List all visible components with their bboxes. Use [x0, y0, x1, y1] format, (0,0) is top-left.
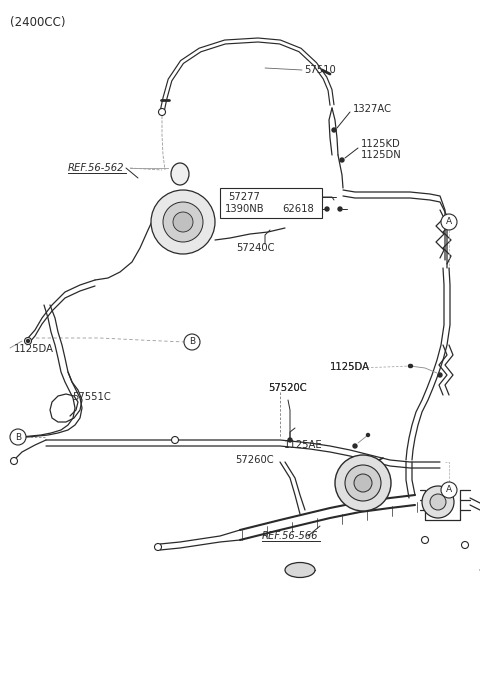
- Circle shape: [24, 337, 32, 345]
- Text: 62618: 62618: [282, 204, 314, 214]
- Text: 57260C: 57260C: [235, 455, 274, 465]
- Text: 57520C: 57520C: [268, 383, 307, 393]
- Text: REF.56-562: REF.56-562: [68, 163, 124, 173]
- Circle shape: [340, 158, 344, 162]
- Circle shape: [173, 212, 193, 232]
- Circle shape: [26, 339, 29, 343]
- Circle shape: [332, 128, 336, 132]
- Circle shape: [325, 207, 329, 211]
- Text: 57277: 57277: [228, 192, 260, 202]
- Circle shape: [158, 109, 166, 116]
- Circle shape: [408, 364, 411, 368]
- Text: 1125DA: 1125DA: [330, 362, 370, 372]
- Text: 1327AC: 1327AC: [353, 104, 392, 114]
- Circle shape: [163, 202, 203, 242]
- Text: 57240C: 57240C: [236, 243, 275, 253]
- Circle shape: [421, 537, 429, 544]
- Circle shape: [155, 544, 161, 550]
- Circle shape: [441, 482, 457, 498]
- Ellipse shape: [285, 562, 315, 577]
- Bar: [220, 188, 322, 218]
- Circle shape: [409, 364, 412, 368]
- Circle shape: [151, 190, 215, 254]
- Text: 1125KD: 1125KD: [361, 139, 401, 149]
- Circle shape: [354, 474, 372, 492]
- Circle shape: [11, 458, 17, 464]
- Text: REF.56-566: REF.56-566: [262, 531, 319, 541]
- Ellipse shape: [171, 163, 189, 185]
- Circle shape: [367, 433, 370, 437]
- Circle shape: [438, 373, 442, 377]
- Text: 57510: 57510: [304, 65, 336, 75]
- Text: A: A: [446, 218, 452, 226]
- Circle shape: [10, 429, 26, 445]
- Circle shape: [441, 214, 457, 230]
- Text: 57520C: 57520C: [268, 383, 307, 393]
- Circle shape: [338, 207, 342, 211]
- Circle shape: [288, 438, 292, 442]
- Circle shape: [353, 444, 357, 448]
- Text: B: B: [189, 337, 195, 347]
- Circle shape: [461, 541, 468, 548]
- Text: 1125DA: 1125DA: [330, 362, 370, 372]
- Circle shape: [345, 465, 381, 501]
- Text: B: B: [15, 433, 21, 441]
- Text: A: A: [446, 485, 452, 495]
- Text: 1125DA: 1125DA: [14, 344, 54, 354]
- Circle shape: [422, 486, 454, 518]
- Circle shape: [430, 494, 446, 510]
- Text: 1390NB: 1390NB: [225, 204, 264, 214]
- Circle shape: [335, 455, 391, 511]
- Circle shape: [184, 334, 200, 350]
- Text: 57551C: 57551C: [72, 392, 111, 402]
- Circle shape: [171, 437, 179, 443]
- Text: 1125DN: 1125DN: [361, 150, 402, 160]
- Text: (2400CC): (2400CC): [10, 16, 65, 29]
- Text: 1125AE: 1125AE: [284, 440, 323, 450]
